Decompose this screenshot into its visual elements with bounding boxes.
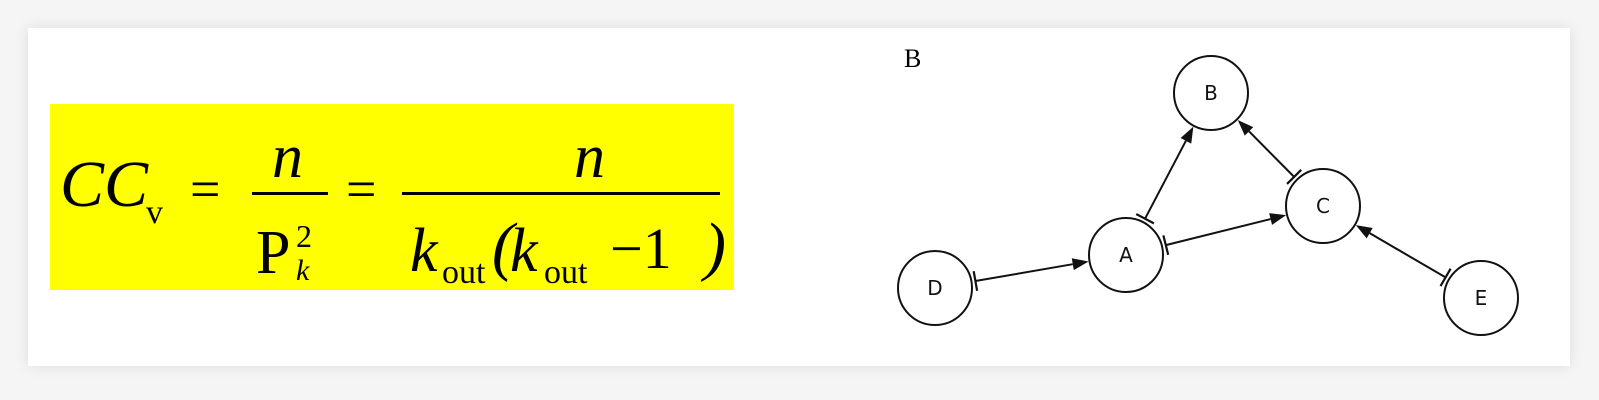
formula-denominator-p: P	[256, 219, 291, 287]
network-diagram: B C A D E	[897, 55, 1519, 336]
formula-cc: CC	[60, 148, 149, 221]
formula-equals-1: =	[190, 159, 221, 219]
formula-out-2: out	[544, 254, 588, 291]
formula-left-paren: (	[492, 210, 514, 283]
formula-out-1: out	[442, 254, 486, 291]
formula-k-1: k	[410, 217, 438, 285]
edge-c-b	[1237, 119, 1303, 185]
panel-letter: B	[904, 44, 922, 73]
node-c: C	[1285, 168, 1361, 244]
formula-minus-one: −1	[610, 216, 672, 281]
node-d: D	[897, 250, 973, 326]
formula-numerator-2: n	[574, 123, 605, 191]
fraction-bar-2	[402, 192, 720, 195]
node-a: A	[1088, 217, 1164, 293]
formula-k-2: k	[510, 217, 538, 285]
formula-subscript-k: k	[296, 254, 310, 287]
node-e: E	[1443, 260, 1519, 336]
edge-e-c	[1355, 225, 1452, 287]
formula-equals-2: =	[346, 159, 377, 219]
node-label-e: E	[1475, 286, 1488, 310]
formula-sub-v: v	[146, 194, 163, 231]
node-label-b: B	[1204, 81, 1218, 105]
node-b: B	[1173, 55, 1249, 131]
node-label-c: C	[1316, 194, 1330, 218]
node-label-d: D	[927, 276, 942, 300]
edge-d-a	[972, 258, 1089, 292]
figure-card: CC v = n P 2 k = n k out ( k out −1 ) B …	[28, 28, 1570, 366]
edge-a-c	[1162, 213, 1287, 256]
edges-group	[972, 119, 1452, 292]
formula-superscript-2: 2	[296, 218, 312, 254]
edge-a-b	[1135, 126, 1194, 225]
nodes-group: B C A D E	[897, 55, 1519, 336]
node-label-a: A	[1119, 243, 1133, 267]
formula-numerator-1: n	[272, 123, 303, 191]
formula-right-paren: )	[704, 210, 726, 283]
formula-box: CC v = n P 2 k = n k out ( k out −1 )	[50, 104, 734, 290]
fraction-bar-1	[252, 192, 328, 195]
